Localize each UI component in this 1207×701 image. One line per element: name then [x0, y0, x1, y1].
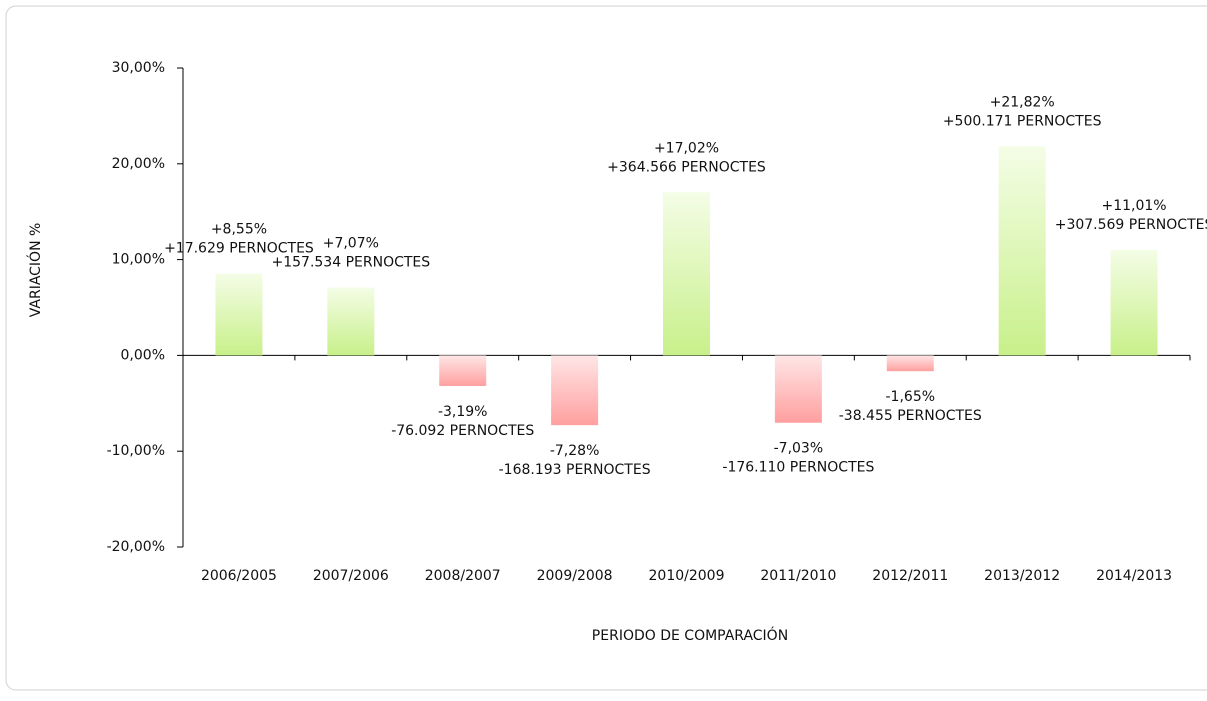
bar — [1110, 249, 1158, 356]
annotation: -38.455 PERNOCTES — [839, 408, 982, 424]
y-tick-label: 30,00% — [112, 60, 165, 76]
bar — [998, 146, 1046, 356]
x-axis-label: PERIODO DE COMPARACIÓN — [592, 626, 788, 644]
y-tick-label: -20,00% — [107, 539, 165, 555]
annotation: -76.092 PERNOCTES — [391, 423, 534, 439]
annotation: +17.629 PERNOCTES — [164, 240, 314, 256]
x-tick-label: 2008/2007 — [425, 568, 501, 584]
y-tick-label: 20,00% — [112, 156, 165, 172]
x-tick-label: 2010/2009 — [649, 568, 725, 584]
value-label: +21,82% — [990, 94, 1055, 110]
bar — [774, 355, 822, 423]
annotation: +364.566 PERNOCTES — [607, 159, 766, 175]
x-tick-label: 2006/2005 — [201, 568, 277, 584]
y-tick-label: -10,00% — [107, 443, 165, 459]
bar — [327, 287, 375, 356]
value-label: +8,55% — [211, 221, 267, 237]
x-tick-label: 2009/2008 — [537, 568, 613, 584]
x-tick-label: 2007/2006 — [313, 568, 389, 584]
value-label: -1,65% — [886, 389, 936, 405]
value-label: -7,28% — [550, 443, 600, 459]
chart-frame — [5, 5, 1207, 691]
annotation: -168.193 PERNOCTES — [499, 462, 651, 478]
y-tick-label: 10,00% — [112, 252, 165, 268]
y-axis-label: VARIACIÓN % — [26, 223, 44, 318]
value-label: +11,01% — [1101, 198, 1166, 214]
annotation: +157.534 PERNOCTES — [272, 255, 431, 271]
x-tick-label: 2013/2012 — [984, 568, 1060, 584]
bar — [551, 355, 599, 426]
annotation: +307.569 PERNOCTES — [1055, 217, 1207, 233]
value-label: +7,07% — [323, 236, 379, 252]
x-tick-label: 2014/2013 — [1096, 568, 1172, 584]
annotation: -176.110 PERNOCTES — [722, 460, 874, 476]
bar — [439, 355, 487, 386]
value-label: +17,02% — [654, 140, 719, 156]
bar — [886, 355, 934, 372]
bar — [215, 273, 263, 356]
bar — [663, 192, 710, 356]
x-tick-label: 2011/2010 — [760, 568, 836, 584]
value-label: -3,19% — [438, 404, 488, 420]
annotation: +500.171 PERNOCTES — [943, 113, 1102, 129]
value-label: -7,03% — [774, 441, 824, 457]
y-tick-label: 0,00% — [121, 347, 165, 363]
x-tick-label: 2012/2011 — [872, 568, 948, 584]
